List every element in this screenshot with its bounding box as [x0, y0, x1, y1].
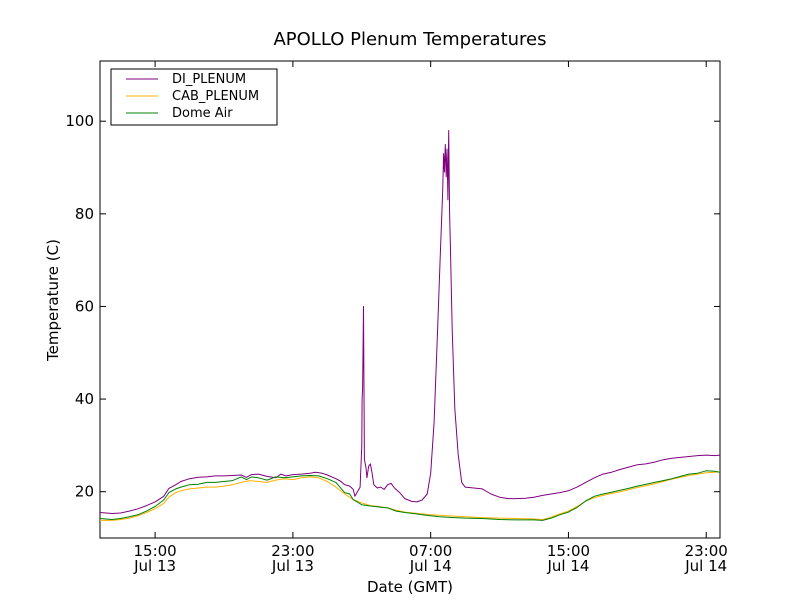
- y-tick-label: 60: [75, 297, 94, 315]
- y-axis: 20 40 60 80 100: [65, 112, 720, 501]
- series-line-di-plenum: [99, 130, 721, 514]
- y-tick-label: 100: [65, 112, 94, 130]
- x-tick-label-date: Jul 13: [271, 557, 314, 575]
- y-tick-label: 80: [75, 205, 94, 223]
- legend-label-dome-air: Dome Air: [172, 106, 233, 121]
- legend-box: [110, 68, 278, 126]
- x-axis-label: Date (GMT): [367, 578, 453, 596]
- legend-label-cab-plenum: CAB_PLENUM: [172, 89, 259, 104]
- series-line-dome-air: [99, 470, 721, 521]
- x-tick-label-date: Jul 13: [133, 557, 176, 575]
- x-tick-label-date: Jul 14: [409, 557, 452, 575]
- legend: DI_PLENUM CAB_PLENUM Dome Air: [110, 68, 278, 126]
- x-tick-label-time: 15:00: [133, 542, 176, 560]
- y-tick-label: 20: [75, 483, 94, 501]
- plot-frame: [99, 60, 721, 539]
- x-tick-label-time: 23:00: [271, 542, 314, 560]
- x-tick-label-time: 23:00: [685, 542, 728, 560]
- chart-title: APOLLO Plenum Temperatures: [273, 29, 546, 50]
- y-axis-label: Temperature (C): [44, 239, 62, 362]
- x-tick-label-date: Jul 14: [546, 557, 589, 575]
- x-tick-label-date: Jul 14: [684, 557, 727, 575]
- x-tick-label-time: 07:00: [409, 542, 452, 560]
- x-tick-label-time: 15:00: [547, 542, 590, 560]
- legend-label-di-plenum: DI_PLENUM: [172, 72, 246, 87]
- y-tick-label: 40: [75, 390, 94, 408]
- series-layer: [99, 130, 721, 521]
